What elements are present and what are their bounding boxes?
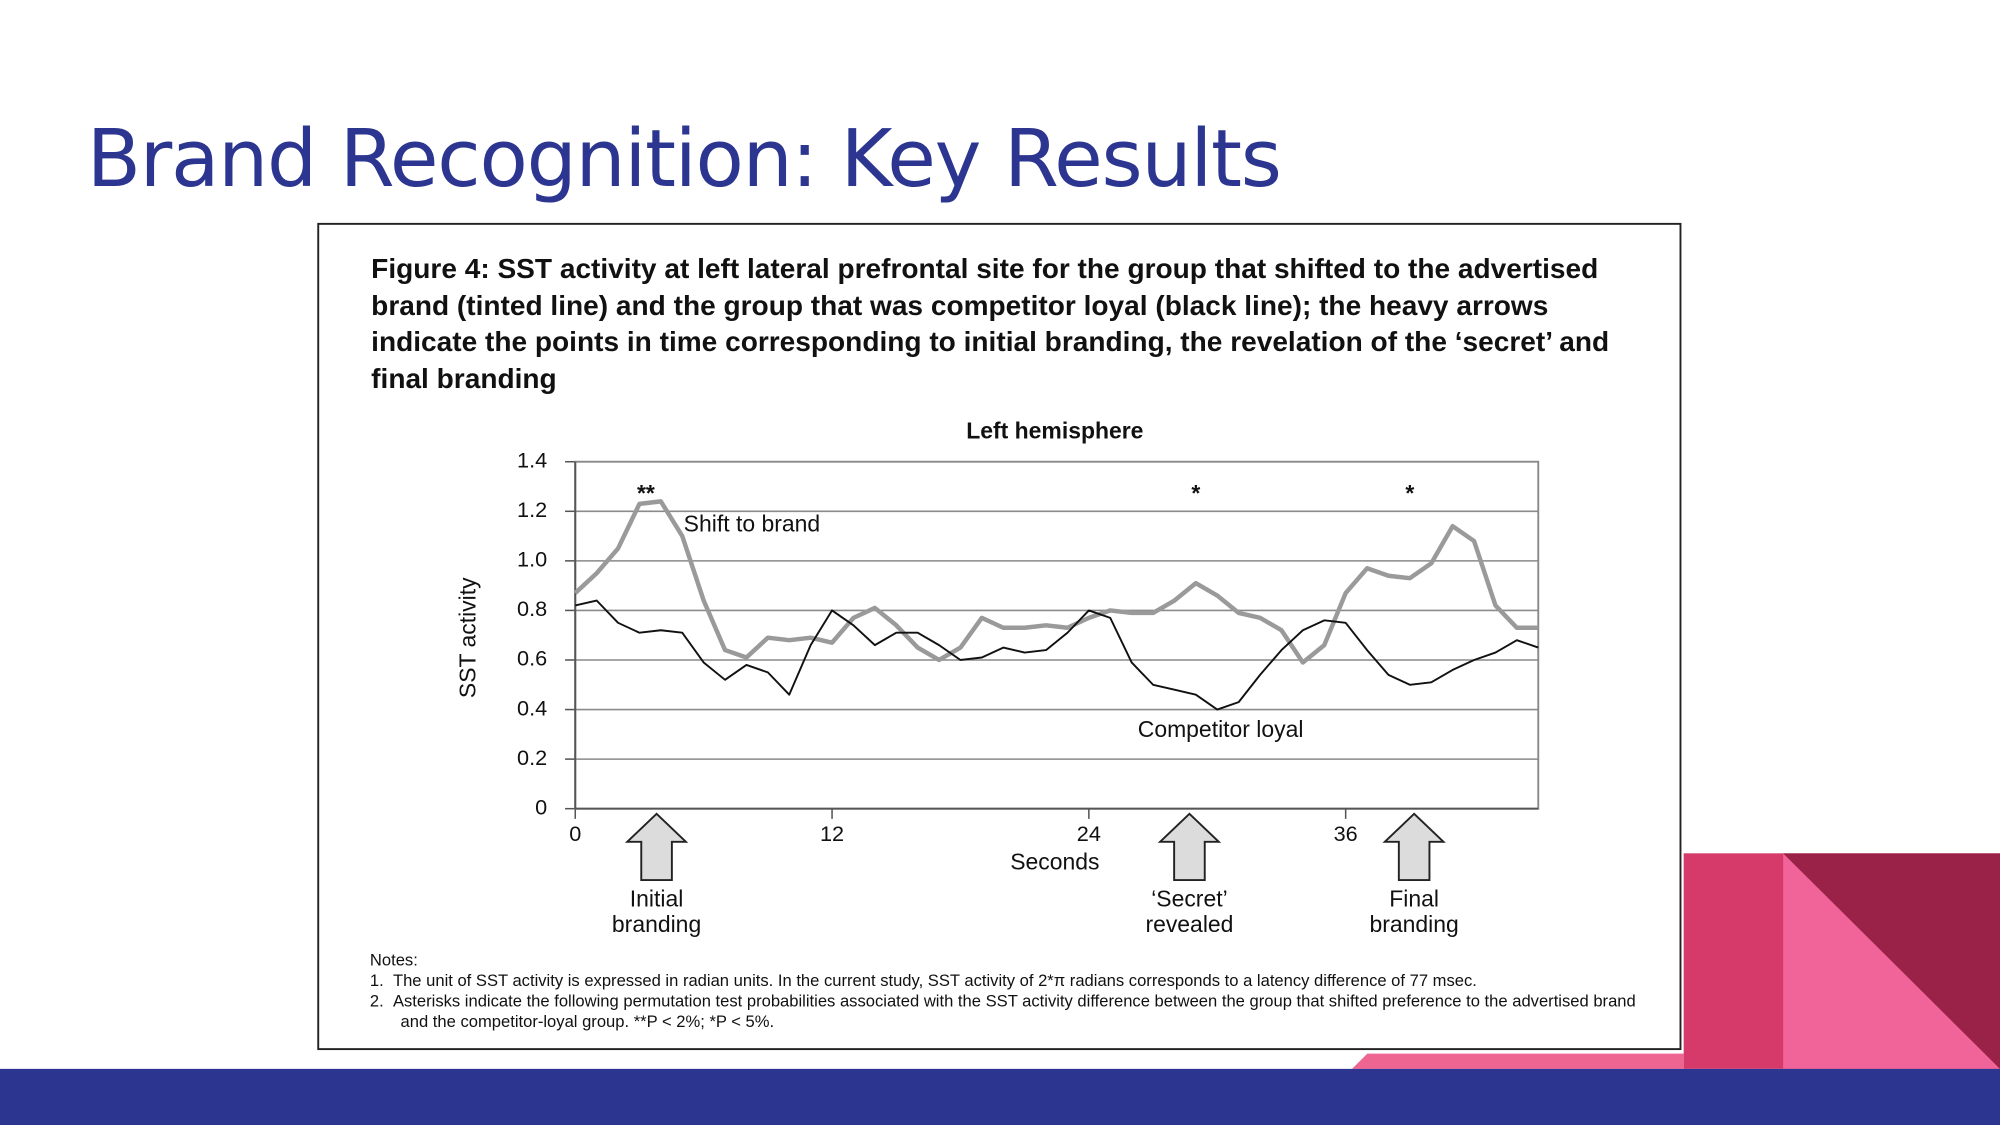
y-tick-label: 0.6	[517, 646, 547, 671]
event-arrow	[1157, 812, 1222, 882]
y-tick-label: 1.4	[517, 447, 547, 472]
note: 2. Asterisks indicate the following perm…	[369, 991, 1636, 1031]
footer-band	[0, 1068, 2000, 1125]
significance-marker: *	[1405, 480, 1414, 506]
y-tick-label: 0	[535, 794, 547, 819]
x-tick-label: 36	[1334, 821, 1358, 846]
chart-subtitle: Left hemisphere	[966, 417, 1143, 443]
x-tick-label: 12	[820, 821, 844, 846]
y-axis-label: SST activity	[454, 577, 480, 698]
note: 1. The unit of SST activity is expressed…	[369, 970, 1477, 990]
figure-frame	[317, 222, 1682, 1051]
accent-shape	[1352, 1053, 1684, 1069]
y-tick-label: 0.8	[517, 596, 547, 621]
event-arrow	[1382, 812, 1446, 882]
series-label: Shift to brand	[684, 511, 820, 537]
event-arrow	[624, 812, 689, 882]
series-line	[575, 599, 1539, 711]
event-label: ‘Secret’ revealed	[1145, 886, 1233, 938]
accent-shape	[1783, 853, 2000, 1069]
figure-caption: Figure 4: SST activity at left lateral p…	[371, 252, 1610, 394]
series-label: Competitor loyal	[1138, 716, 1304, 742]
y-tick-label: 1.0	[517, 547, 547, 572]
x-tick-label: 24	[1077, 821, 1101, 846]
x-tick-label: 0	[569, 821, 581, 846]
y-tick-label: 1.2	[517, 497, 547, 522]
event-label: Final branding	[1370, 886, 1459, 938]
series-line	[573, 499, 1539, 665]
slide-title: Brand Recognition: Key Results	[86, 112, 1282, 206]
y-tick-label: 0.2	[517, 745, 547, 770]
notes: Notes: 1. The unit of SST activity is ex…	[370, 950, 1658, 1032]
x-axis-label: Seconds	[1010, 849, 1099, 875]
notes-heading: Notes:	[369, 950, 418, 970]
significance-marker: *	[1191, 480, 1200, 506]
y-tick-label: 0.4	[517, 695, 547, 720]
event-label: Initial branding	[612, 886, 701, 938]
significance-marker: **	[637, 480, 655, 506]
